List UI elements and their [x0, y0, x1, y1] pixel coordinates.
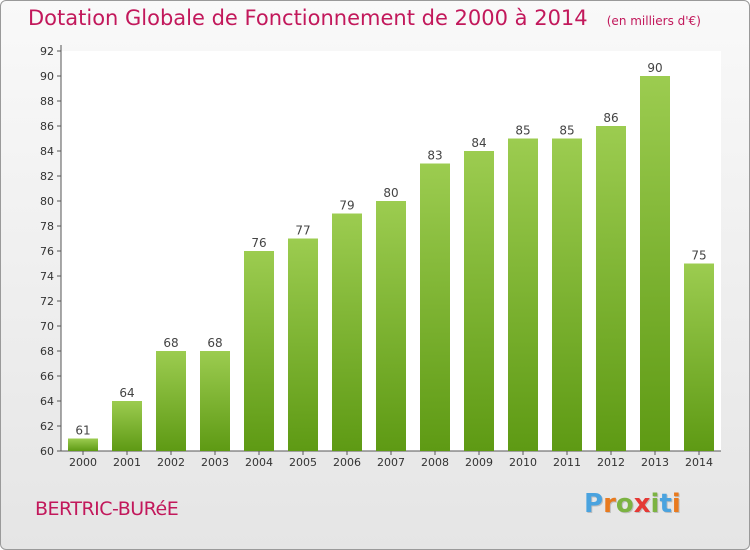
data-label-2008: 83	[427, 149, 442, 163]
data-label-2009: 84	[471, 136, 486, 150]
y-tick-label: 72	[40, 295, 54, 308]
y-tick-label: 74	[40, 270, 54, 283]
y-tick-label: 78	[40, 220, 54, 233]
data-label-2005: 77	[295, 224, 310, 238]
x-tick-label-2001: 2001	[113, 456, 141, 469]
x-tick-label-2007: 2007	[377, 456, 405, 469]
bar-2009	[464, 151, 494, 451]
proxiti-logo: Proxiti	[584, 489, 681, 519]
bar-2014	[684, 263, 714, 451]
bar-2005	[288, 238, 318, 451]
logo-letter: t	[659, 489, 672, 519]
data-label-2003: 68	[207, 336, 222, 350]
y-tick-label: 90	[40, 70, 54, 83]
logo-letter: i	[671, 489, 681, 519]
data-label-2014: 75	[691, 249, 706, 263]
y-tick-label: 66	[40, 370, 54, 383]
x-tick-label-2011: 2011	[553, 456, 581, 469]
x-tick-label-2004: 2004	[245, 456, 273, 469]
logo-letter: x	[633, 489, 651, 519]
x-tick-label-2003: 2003	[201, 456, 229, 469]
data-label-2012: 86	[603, 111, 618, 125]
x-tick-label-2005: 2005	[289, 456, 317, 469]
y-tick-label: 80	[40, 195, 54, 208]
logo-letter: i	[650, 489, 660, 519]
y-tick-label: 84	[40, 145, 54, 158]
bar-2010	[508, 138, 538, 451]
data-label-2010: 85	[515, 124, 530, 138]
data-label-2011: 85	[559, 124, 574, 138]
x-tick-label-2008: 2008	[421, 456, 449, 469]
logo-letter: o	[615, 489, 634, 519]
bar-2011	[552, 138, 582, 451]
x-tick-label-2002: 2002	[157, 456, 185, 469]
bar-2006	[332, 213, 362, 451]
y-tick-label: 70	[40, 320, 54, 333]
bar-2002	[156, 351, 186, 451]
y-tick-label: 92	[40, 45, 54, 58]
bar-2003	[200, 351, 230, 451]
x-tick-label-2010: 2010	[509, 456, 537, 469]
x-tick-label-2014: 2014	[685, 456, 713, 469]
bar-2012	[596, 126, 626, 451]
y-tick-label: 82	[40, 170, 54, 183]
y-tick-label: 64	[40, 395, 54, 408]
x-tick-label-2009: 2009	[465, 456, 493, 469]
y-tick-label: 68	[40, 345, 54, 358]
y-tick-label: 88	[40, 95, 54, 108]
y-tick-label: 86	[40, 120, 54, 133]
y-tick-label: 62	[40, 420, 54, 433]
y-tick-label: 76	[40, 245, 54, 258]
x-tick-label-2000: 2000	[69, 456, 97, 469]
logo-letter: P	[584, 489, 604, 519]
data-label-2004: 76	[251, 236, 266, 250]
chart-subtitle: (en milliers d'€)	[606, 14, 701, 28]
bar-2001	[112, 401, 142, 451]
logo-letter: r	[603, 489, 616, 519]
data-label-2000: 61	[75, 424, 90, 438]
y-tick-label: 60	[40, 445, 54, 458]
chart-title: Dotation Globale de Fonctionnement de 20…	[28, 6, 588, 30]
commune-name: BERTRIC-BURéE	[35, 498, 179, 520]
data-label-2007: 80	[383, 186, 398, 200]
bar-2007	[376, 201, 406, 451]
data-label-2002: 68	[163, 336, 178, 350]
data-label-2013: 90	[647, 61, 662, 75]
data-label-2006: 79	[339, 199, 354, 213]
bar-2008	[420, 163, 450, 451]
x-tick-label-2006: 2006	[333, 456, 361, 469]
title-row: Dotation Globale de Fonctionnement de 20…	[28, 6, 701, 30]
bar-2000	[68, 438, 98, 451]
bar-2004	[244, 251, 274, 451]
x-tick-label-2012: 2012	[597, 456, 625, 469]
x-tick-label-2013: 2013	[641, 456, 669, 469]
bar-2013	[640, 76, 670, 451]
data-label-2001: 64	[119, 386, 134, 400]
